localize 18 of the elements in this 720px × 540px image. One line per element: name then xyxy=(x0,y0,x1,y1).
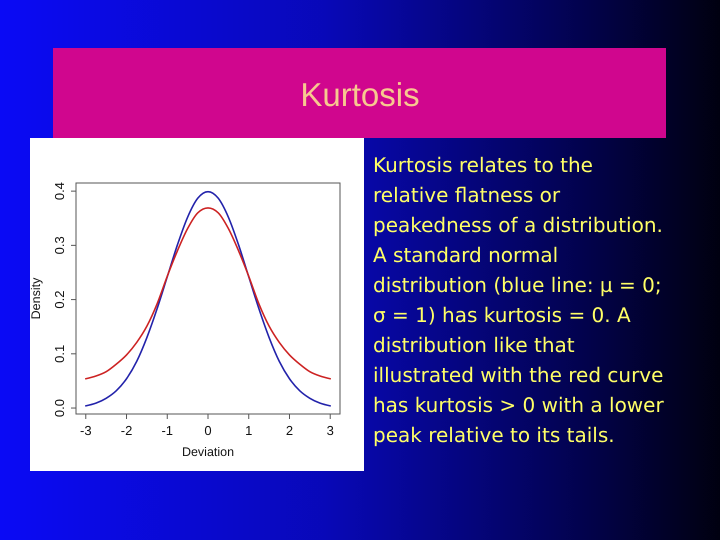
y-tick-label: 0.4 xyxy=(52,182,67,200)
y-tick-label: 0.1 xyxy=(52,344,67,363)
chart-title: Kurtosis xyxy=(300,76,420,113)
y-tick-label: 0.3 xyxy=(52,236,67,254)
x-tick-label: -2 xyxy=(120,423,132,438)
y-tick-label: 0.2 xyxy=(52,290,67,309)
x-tick-label: 2 xyxy=(286,423,294,438)
line-series xyxy=(84,190,332,407)
x-axis-title: Deviation xyxy=(182,445,234,459)
line-series xyxy=(84,207,332,380)
text: Kurtosis relates to the relative flatness or peakedness of a distribution. A standard normal distribution (blue line: μ = 0; σ = 1) has kurtosis = 0. A distribution like that illustrated with the red curve has kurtosis > 0 with a lower peak relative to its tails. xyxy=(373,153,664,447)
x-tick-label: -3 xyxy=(80,423,92,438)
x-tick-label: 0 xyxy=(204,423,212,438)
x-tick-label: 1 xyxy=(245,423,252,438)
x-tick-label: 3 xyxy=(326,423,334,438)
y-tick-label: 0.0 xyxy=(52,398,67,418)
y-axis-title: Density xyxy=(29,276,43,320)
x-tick-label: -1 xyxy=(161,423,174,438)
